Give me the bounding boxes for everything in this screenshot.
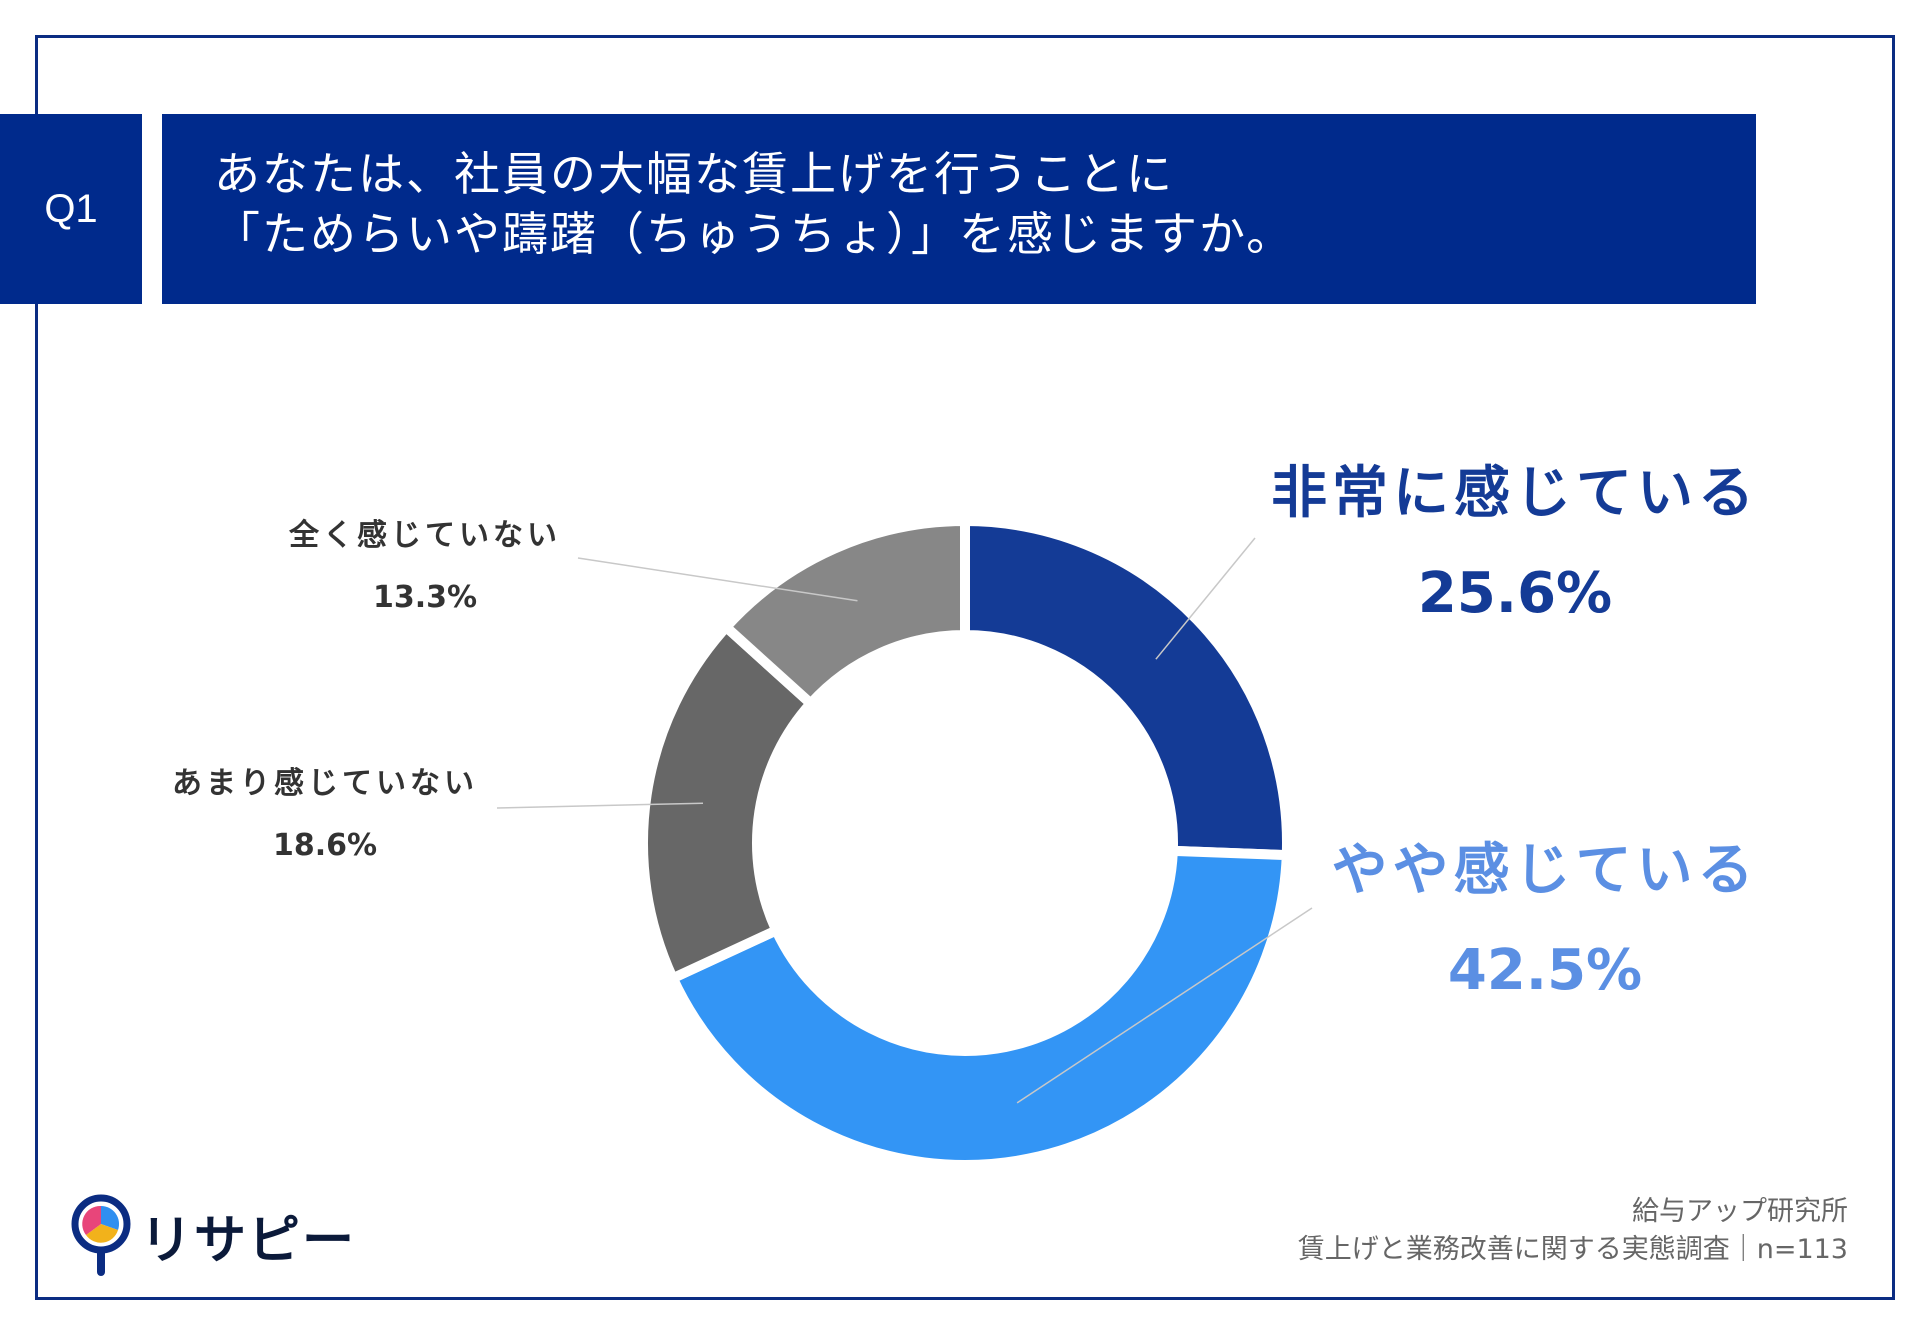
- question-title: あなたは、社員の大幅な賃上げを行うことに 「ためらいや躊躇（ちゅうちょ）」を感じ…: [162, 114, 1756, 304]
- label-somewhat-value: 42.5%: [1447, 938, 1643, 1003]
- slice-not-much: [638, 619, 818, 985]
- slice-somewhat: [666, 845, 1292, 1170]
- label-very-much-value: 25.6%: [1417, 561, 1613, 626]
- brand-logo: リサピー: [70, 1194, 357, 1276]
- leader-not-much: [496, 802, 704, 809]
- leader-somewhat: [1016, 907, 1313, 1104]
- leader-not-at-all: [577, 557, 858, 602]
- question-title-line-2: 「ためらいや躊躇（ちゅうちょ）」を感じますか。: [214, 207, 1295, 261]
- source-note: 給与アップ研究所 賃上げと業務改善に関する実態調査｜n=113: [1298, 1193, 1848, 1269]
- label-not-at-all-value: 13.3%: [372, 580, 478, 615]
- question-title-line-1: あなたは、社員の大幅な賃上げを行うことに: [214, 147, 1174, 201]
- slice-not-at-all: [719, 515, 970, 711]
- pin-logo-icon: [71, 1194, 131, 1276]
- source-org: 給与アップ研究所: [1632, 1196, 1848, 1227]
- label-somewhat-name: やや感じている: [1331, 838, 1759, 903]
- question-badge: Q1: [0, 114, 142, 304]
- label-very-much: 非常に感じている 25.6%: [1270, 448, 1760, 626]
- label-very-much-name: 非常に感じている: [1271, 461, 1759, 526]
- logo-text: リサピー: [140, 1210, 357, 1271]
- label-not-at-all: 全く感じていない 13.3%: [225, 510, 625, 615]
- label-not-at-all-name: 全く感じていない: [289, 518, 561, 553]
- label-not-much-value: 18.6%: [272, 828, 378, 863]
- label-somewhat: やや感じている 42.5%: [1300, 825, 1790, 1003]
- leader-very-much: [1155, 537, 1256, 660]
- source-survey: 賃上げと業務改善に関する実態調査｜n=113: [1297, 1234, 1848, 1265]
- label-not-much: あまり感じていない 18.6%: [125, 758, 525, 863]
- slice-very-much: [960, 515, 1292, 861]
- slide-frame: [35, 35, 1895, 1300]
- label-not-much-name: あまり感じていない: [172, 766, 478, 801]
